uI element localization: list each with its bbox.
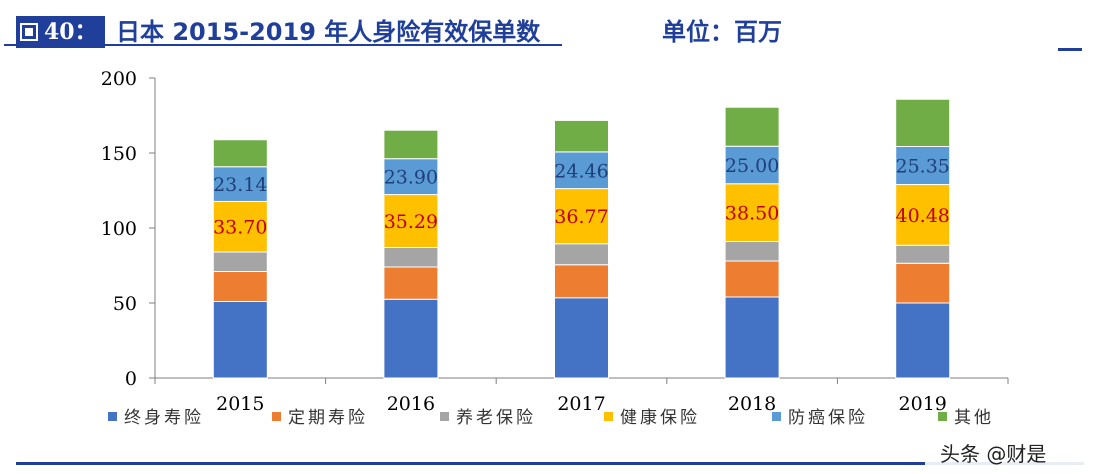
bar-segment [895,302,951,379]
legend-label: 养老保险 [456,408,536,428]
legend-label: 健康保险 [620,408,700,428]
figure-icon [20,23,38,41]
y-tick-label: 200 [101,68,137,90]
bar-segment [724,296,780,379]
header-rule-left [4,44,562,46]
figure-badge: 40： [16,16,105,48]
header-rule-right [1058,48,1082,51]
bar-segment [212,251,268,272]
bar-segment [554,151,609,190]
legend-swatch [772,412,781,421]
bar-segment [554,188,609,245]
bar-segment [383,266,439,300]
bar-segment [383,158,439,196]
data-label: 23.90 [384,167,438,189]
bar-segment [724,183,780,242]
x-tick-label: 2019 [899,393,947,415]
bar-segment [895,244,951,264]
data-label: 25.35 [895,156,949,178]
data-label: 40.48 [895,205,949,227]
bar-segment [212,271,268,302]
legend-swatch [272,412,281,421]
legend-swatch [938,412,947,421]
bar-segment [895,262,951,304]
bar-segment [212,200,268,253]
data-label: 24.46 [554,160,608,182]
x-tick-label: 2015 [216,393,264,415]
data-label: 38.50 [725,203,779,225]
bar-segment [212,139,268,168]
bar-segment [383,129,439,160]
bar-segment [724,145,780,185]
bar-segment [895,98,951,148]
data-label: 23.14 [213,174,267,196]
bar-segment [895,184,951,246]
chart-title: 日本 2015-2019 年人身险有效保单数 [116,18,541,46]
bar-segment [724,260,780,298]
legend-label: 终身寿险 [124,408,204,428]
watermark-text: 头条 @财是 [940,442,1047,466]
bar-segment [554,297,609,379]
legend-label: 防癌保险 [788,408,868,428]
bar-segment [383,194,439,249]
bar-segment [554,264,609,299]
chart-unit: 单位：百万 [662,18,782,46]
watermark-background [925,428,1090,468]
y-tick-label: 150 [101,143,137,165]
bar-segment [383,298,439,379]
y-tick-label: 0 [125,368,137,390]
data-label: 36.77 [554,206,608,228]
legend-swatch [604,412,613,421]
bar-segment [724,106,780,147]
y-tick-label: 100 [101,218,137,240]
bar-segment [724,241,780,262]
bar-segment [212,301,268,379]
x-tick-label: 2018 [728,393,776,415]
data-label: 35.29 [384,211,438,233]
bar-segment [383,247,439,268]
x-tick-label: 2016 [387,393,435,415]
bar-segment [554,243,609,266]
x-tick-label: 2017 [557,393,605,415]
legend-label: 定期寿险 [288,408,368,428]
legend-swatch [108,412,117,421]
legend-swatch [440,412,449,421]
data-label: 25.00 [725,155,779,177]
bar-segment [554,119,609,153]
footer-rule [16,462,1084,465]
legend-label: 其他 [954,408,994,428]
data-label: 33.70 [213,217,267,239]
y-tick-label: 50 [113,293,137,315]
chart-header: 40： 日本 2015-2019 年人身险有效保单数 单位：百万 [12,10,1082,52]
figure-number: 40： [44,19,97,45]
bar-segment [212,166,268,202]
